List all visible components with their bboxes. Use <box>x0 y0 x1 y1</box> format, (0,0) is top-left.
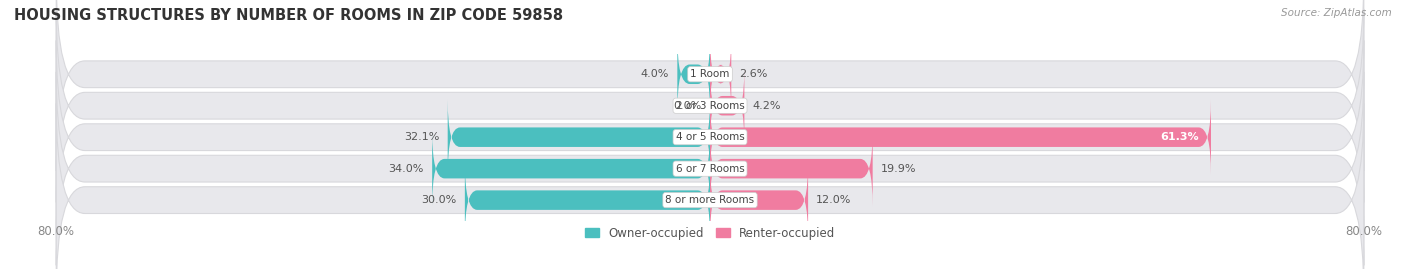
Text: 19.9%: 19.9% <box>880 164 917 174</box>
Text: 0.0%: 0.0% <box>673 101 702 111</box>
Text: 2.6%: 2.6% <box>740 69 768 79</box>
FancyBboxPatch shape <box>56 40 1364 234</box>
FancyBboxPatch shape <box>56 9 1364 203</box>
FancyBboxPatch shape <box>710 68 744 143</box>
FancyBboxPatch shape <box>710 37 731 112</box>
Text: 1 Room: 1 Room <box>690 69 730 79</box>
Text: 6 or 7 Rooms: 6 or 7 Rooms <box>676 164 744 174</box>
FancyBboxPatch shape <box>56 103 1364 269</box>
FancyBboxPatch shape <box>447 100 710 175</box>
Text: 12.0%: 12.0% <box>817 195 852 205</box>
Text: HOUSING STRUCTURES BY NUMBER OF ROOMS IN ZIP CODE 59858: HOUSING STRUCTURES BY NUMBER OF ROOMS IN… <box>14 8 564 23</box>
FancyBboxPatch shape <box>56 0 1364 171</box>
Text: 4 or 5 Rooms: 4 or 5 Rooms <box>676 132 744 142</box>
FancyBboxPatch shape <box>710 163 808 238</box>
Text: 4.0%: 4.0% <box>641 69 669 79</box>
Text: 30.0%: 30.0% <box>422 195 457 205</box>
Text: 32.1%: 32.1% <box>404 132 440 142</box>
FancyBboxPatch shape <box>710 131 873 206</box>
FancyBboxPatch shape <box>432 131 710 206</box>
Text: 2 or 3 Rooms: 2 or 3 Rooms <box>676 101 744 111</box>
FancyBboxPatch shape <box>678 37 710 112</box>
Text: 4.2%: 4.2% <box>752 101 780 111</box>
FancyBboxPatch shape <box>465 163 710 238</box>
Text: 61.3%: 61.3% <box>1160 132 1199 142</box>
Text: 34.0%: 34.0% <box>388 164 425 174</box>
Legend: Owner-occupied, Renter-occupied: Owner-occupied, Renter-occupied <box>579 222 841 245</box>
Text: 8 or more Rooms: 8 or more Rooms <box>665 195 755 205</box>
Text: Source: ZipAtlas.com: Source: ZipAtlas.com <box>1281 8 1392 18</box>
FancyBboxPatch shape <box>710 100 1211 175</box>
FancyBboxPatch shape <box>56 72 1364 266</box>
